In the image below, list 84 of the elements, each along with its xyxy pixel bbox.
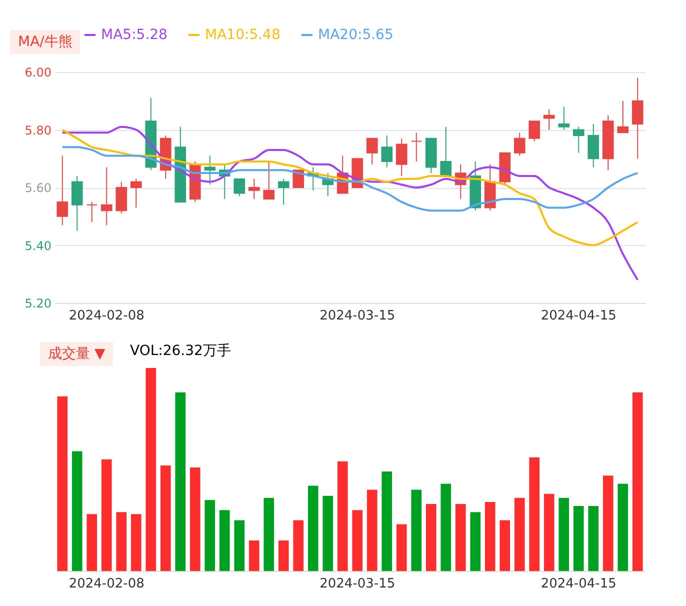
bar — [632, 392, 643, 571]
candlestick — [632, 77, 644, 160]
candlestick — [130, 178, 142, 208]
candlestick — [248, 178, 260, 200]
text: MA/牛熊 — [10, 30, 80, 54]
bar — [337, 461, 348, 571]
candlestick — [588, 123, 600, 168]
legend-label: MA20:5.65 — [318, 27, 394, 43]
bar — [146, 368, 156, 571]
bar — [248, 540, 260, 571]
candlestick — [543, 109, 555, 130]
bar — [175, 392, 186, 571]
text: 成交量 ▼ — [40, 342, 114, 366]
bar — [219, 510, 230, 571]
candlestick — [410, 132, 422, 162]
candlestick — [396, 138, 408, 176]
bar — [116, 512, 127, 571]
candlestick — [71, 175, 83, 232]
y-tick-label: 5.80 — [24, 123, 52, 138]
bar — [86, 514, 98, 571]
x-tick-label: 2024-03-15 — [320, 576, 396, 592]
text: VOL:26.32万手 — [130, 342, 231, 360]
bar — [101, 459, 112, 571]
bar — [160, 465, 171, 571]
bar — [529, 457, 540, 571]
bar — [455, 504, 466, 571]
candlestick — [617, 100, 629, 134]
bar — [484, 502, 496, 571]
line-series — [61, 128, 639, 246]
bar — [352, 510, 363, 571]
bar — [500, 520, 510, 571]
candlestick — [558, 106, 570, 130]
candlestick — [278, 178, 290, 206]
x-tick-label: 2024-03-15 — [320, 308, 396, 324]
bar — [57, 396, 68, 571]
candlestick — [366, 138, 378, 165]
bar — [602, 476, 614, 571]
bar — [382, 472, 392, 571]
bar — [366, 490, 378, 571]
y-tick-label: 5.20 — [24, 296, 52, 310]
bar — [308, 486, 318, 571]
candlestick — [381, 135, 393, 168]
bar — [618, 484, 628, 571]
bar — [204, 500, 216, 571]
bar — [130, 514, 142, 571]
bar — [264, 498, 274, 571]
candlestick — [116, 181, 128, 214]
bar — [470, 512, 481, 571]
candlestick — [514, 132, 526, 156]
candlestick — [440, 126, 452, 176]
candlestick — [56, 155, 68, 226]
y-tick-label: 6.00 — [24, 66, 52, 80]
bar — [322, 496, 334, 571]
candlestick — [572, 126, 584, 154]
bar — [558, 498, 570, 571]
legend-label: MA10:5.48 — [205, 27, 280, 43]
bar — [411, 490, 422, 571]
line-series — [61, 126, 639, 281]
bar — [234, 520, 245, 571]
candlestick — [100, 166, 112, 226]
bar — [72, 451, 82, 571]
x-tick-label: 2024-04-15 — [540, 576, 616, 592]
candlestick — [86, 201, 98, 223]
bar — [278, 540, 289, 571]
bar — [588, 506, 599, 571]
line-series — [61, 146, 639, 212]
x-tick-label: 2024-04-15 — [540, 308, 616, 324]
bar — [514, 498, 525, 571]
x-tick-label: 2024-02-08 — [68, 576, 144, 592]
y-tick-label: 5.60 — [24, 181, 52, 195]
y-tick-label: 5.40 — [24, 238, 52, 253]
bar — [440, 484, 452, 571]
candlestick — [234, 178, 246, 197]
bar — [293, 520, 304, 571]
bar — [190, 467, 200, 571]
bar — [396, 524, 407, 571]
candlestick — [204, 155, 216, 186]
bar — [544, 494, 554, 571]
candlestick — [263, 161, 275, 200]
candlestick — [528, 120, 540, 142]
x-tick-label: 2024-02-08 — [68, 308, 144, 324]
legend-label: MA5:5.28 — [101, 27, 168, 43]
bar — [573, 506, 584, 571]
bar — [426, 504, 436, 571]
